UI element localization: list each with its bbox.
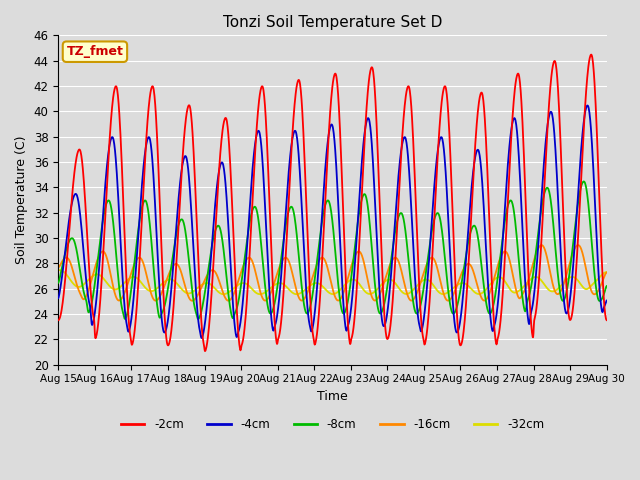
X-axis label: Time: Time: [317, 390, 348, 403]
Text: TZ_fmet: TZ_fmet: [67, 45, 124, 58]
Title: Tonzi Soil Temperature Set D: Tonzi Soil Temperature Set D: [223, 15, 442, 30]
Legend: -2cm, -4cm, -8cm, -16cm, -32cm: -2cm, -4cm, -8cm, -16cm, -32cm: [116, 413, 548, 436]
Y-axis label: Soil Temperature (C): Soil Temperature (C): [15, 136, 28, 264]
